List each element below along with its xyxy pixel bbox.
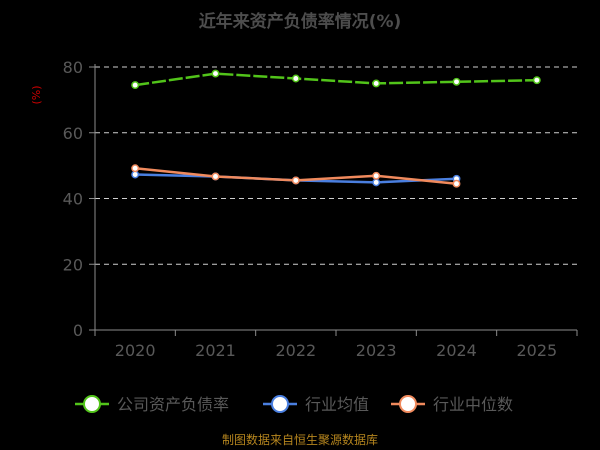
axes xyxy=(89,64,578,336)
legend-label: 行业均值 xyxy=(305,395,369,414)
data-point xyxy=(131,164,140,173)
x-tick-label: 2022 xyxy=(275,341,316,360)
legend-marker xyxy=(399,395,417,413)
x-tick-label: 2023 xyxy=(356,341,397,360)
y-tick-labels: 0 20 40 60 80 xyxy=(63,58,83,340)
data-point xyxy=(211,69,220,78)
x-tick-label: 2021 xyxy=(195,341,236,360)
legend-item-2: 行业均值 xyxy=(263,395,369,414)
series-group xyxy=(131,69,541,188)
data-point xyxy=(372,171,381,180)
legend-label: 公司资产负债率 xyxy=(117,395,229,414)
data-point xyxy=(452,179,461,188)
data-point xyxy=(372,79,381,88)
x-tick-label: 2024 xyxy=(436,341,477,360)
legend: 公司资产负债率 行业均值 行业中位数 xyxy=(75,395,513,414)
data-point xyxy=(532,76,541,85)
legend-item-3: 行业中位数 xyxy=(391,395,513,414)
y-tick-label: 20 xyxy=(63,255,83,274)
legend-item-1: 公司资产负债率 xyxy=(75,395,229,414)
data-point xyxy=(131,170,140,179)
y-tick-label: 80 xyxy=(63,58,83,77)
x-tick-labels: 2020 2021 2022 2023 2024 2025 xyxy=(115,341,557,360)
data-point xyxy=(131,81,140,90)
y-tick-label: 40 xyxy=(63,190,83,209)
data-point xyxy=(452,77,461,86)
y-tick-label: 60 xyxy=(63,124,83,143)
legend-label: 行业中位数 xyxy=(433,395,513,414)
series-1 xyxy=(131,69,541,90)
chart-title: 近年来资产负债率情况(%) xyxy=(199,11,402,32)
x-tick-label: 2025 xyxy=(516,341,557,360)
data-point xyxy=(291,176,300,185)
x-tick-label: 2020 xyxy=(115,341,156,360)
legend-marker xyxy=(83,395,101,413)
y-axis-unit: (%) xyxy=(30,85,43,104)
legend-marker xyxy=(271,395,289,413)
series-line xyxy=(135,72,537,87)
y-tick-label: 0 xyxy=(73,321,83,340)
grid-lines xyxy=(95,66,577,265)
data-point xyxy=(372,178,381,187)
series-3 xyxy=(131,164,461,188)
data-point xyxy=(291,74,300,83)
source-note: 制图数据来自恒生聚源数据库 xyxy=(222,432,378,447)
data-point xyxy=(211,172,220,181)
